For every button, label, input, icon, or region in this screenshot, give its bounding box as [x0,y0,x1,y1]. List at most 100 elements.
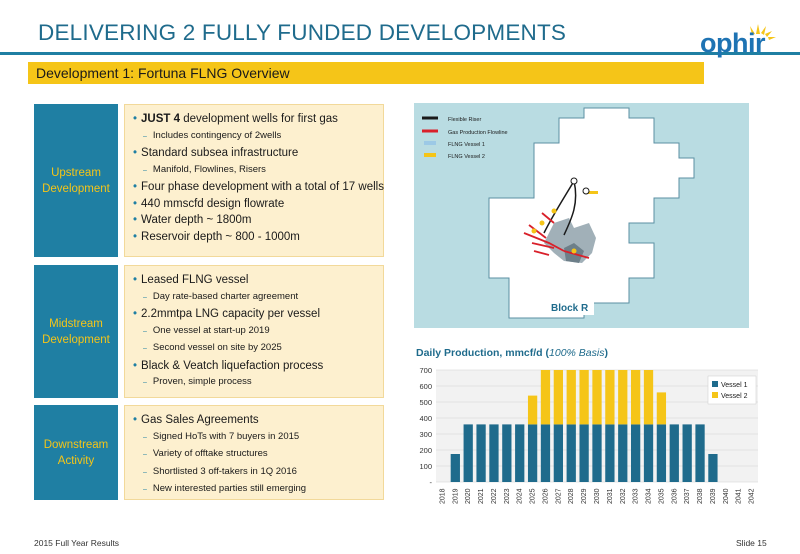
sub-item: – New interested parties still emerging [133,481,375,499]
bullet-item: • JUST 4 development wells for first gas [133,111,375,128]
x-tick-label: 2032 [620,488,627,504]
bullet-dot-icon: • [133,414,138,426]
x-tick-label: 2020 [465,488,472,504]
bar-vessel-1 [669,424,679,482]
x-tick-label: 2026 [542,488,549,504]
page-title: DELIVERING 2 FULLY FUNDED DEVELOPMENTS [38,20,567,45]
chart-title-main: Daily Production, mmcf/d ( [416,347,550,359]
x-tick-label: 2040 [723,488,730,504]
x-tick-label: 2036 [671,488,678,504]
bullet-text: Reservoir depth ~ 800 - 1000m [141,230,300,243]
bullet-dot-icon: • [133,113,138,125]
bar-vessel-2 [540,370,551,425]
bar-vessel-1 [605,424,615,482]
bullet-item: • Leased FLNG vessel [133,272,375,289]
x-tick-label: 2038 [697,488,704,504]
page-subtitle: Development 1: Fortuna FLNG Overview [36,65,290,81]
block-r-map: Flexible Riser Gas Production Flowline F… [414,103,749,328]
legend-item: FLNG Vessel 1 [448,142,485,148]
bar-vessel-2 [566,370,576,425]
flexible-risers [543,180,577,236]
section-box-midstream: • Leased FLNG vessel – Day rate-based chart… [124,265,384,398]
dash-icon: – [143,166,147,174]
x-tick-label: 2034 [646,488,653,504]
bar-vessel-1 [592,424,602,482]
bar-vessel-2 [618,370,628,425]
bullet-item: • Water depth ~ 1800m [133,212,375,229]
sub-text: Second vessel on site by 2025 [152,342,282,353]
sub-text: Proven, simple process [152,376,252,387]
x-tick-label: 2022 [491,488,498,504]
bullet-item: • Reservoir depth ~ 800 - 1000m [133,229,375,246]
y-tick-label: 600 [419,382,432,391]
dash-icon: – [143,293,147,301]
y-tick-label: 100 [419,462,432,471]
sub-text: Signed HoTs with 7 buyers in 2015 [152,430,300,442]
fpso-markers [531,191,598,254]
dash-icon: – [143,486,147,493]
subtitle-bar [28,62,704,84]
legend-item: Flexible Riser [448,117,481,123]
bullet-text: Leased FLNG vessel [141,274,249,286]
x-tick-label: 2024 [517,488,524,504]
bar-vessel-2 [631,370,641,425]
x-tick-label: 2030 [594,488,601,504]
bullet-dot-icon: • [133,274,138,286]
legend-item: Gas Production Flowline [448,130,508,136]
x-tick-label: 2041 [736,488,743,504]
chart-title-close: ) [604,347,608,359]
x-tick-label: 2023 [504,488,511,504]
bullet-item: • 440 mmscfd design flowrate [133,196,375,213]
sub-item: – Shortlisted 3 off-takers in 1Q 2016 [133,464,375,482]
bar-vessel-1 [540,424,551,482]
bar-vessel-1 [476,424,486,482]
bar-vessel-1 [527,424,538,482]
sub-text: One vessel at start-up 2019 [152,324,270,336]
dash-icon: – [143,132,147,140]
bullet-item: • Standard subsea infrastructure [133,145,375,162]
bar-vessel-1 [579,424,589,482]
chart-title: Daily Production, mmcf/d (100% Basis) [416,347,608,359]
section-box-downstream: • Gas Sales Agreements – Signed HoTs with 7… [124,405,384,500]
sub-item: – Proven, simple process [133,374,375,392]
sub-text: Shortlisted 3 off-takers in 1Q 2016 [152,465,297,477]
x-tick-label: 2039 [710,488,717,504]
bar-vessel-1 [463,424,473,482]
bar-vessel-1 [656,424,667,482]
bar-vessel-2 [527,395,538,425]
sub-item: – Second vessel on site by 2025 [133,340,375,358]
x-tick-label: 2025 [530,488,537,504]
x-tick-label: 2018 [439,488,446,504]
section-label-line: Activity [57,454,95,467]
bar-vessel-1 [682,424,692,482]
bar-vessel-1 [695,424,705,482]
logo-text: ophir [700,28,766,58]
bullet-item: • Black & Veatch liquefaction process [133,358,375,375]
bullet-dot-icon: • [133,181,138,193]
bar-vessel-1 [553,424,563,482]
bar-vessel-2 [579,370,589,425]
bullet-item: • Gas Sales Agreements [133,412,375,429]
gas-flowlines [523,212,590,259]
bar-vessel-1 [708,454,718,482]
dash-icon: – [143,327,147,335]
y-tick-label: 500 [419,398,432,407]
bar-vessel-2 [592,370,602,425]
block-label: Block R [551,303,589,314]
x-tick-label: 2035 [658,488,665,504]
legend-item: FLNG Vessel 2 [448,154,485,160]
bullet-text: development wells for first gas [180,113,338,125]
bullet-dot-icon: • [133,214,138,226]
sub-text: Variety of offtake structures [152,448,268,459]
legend-swatch [712,381,718,387]
y-tick-label: 300 [419,430,432,439]
bar-vessel-2 [605,370,615,425]
sunburst-icon [750,24,776,40]
sub-item: – One vessel at start-up 2019 [133,323,375,341]
bar-vessel-1 [618,424,628,482]
sub-item: – Includes contingency of 2wells [133,128,375,146]
bar-vessel-2 [656,392,667,425]
sub-item: – Variety of offtake structures [133,446,375,464]
x-tick-label: 2029 [581,488,588,504]
dash-icon: – [143,345,147,352]
